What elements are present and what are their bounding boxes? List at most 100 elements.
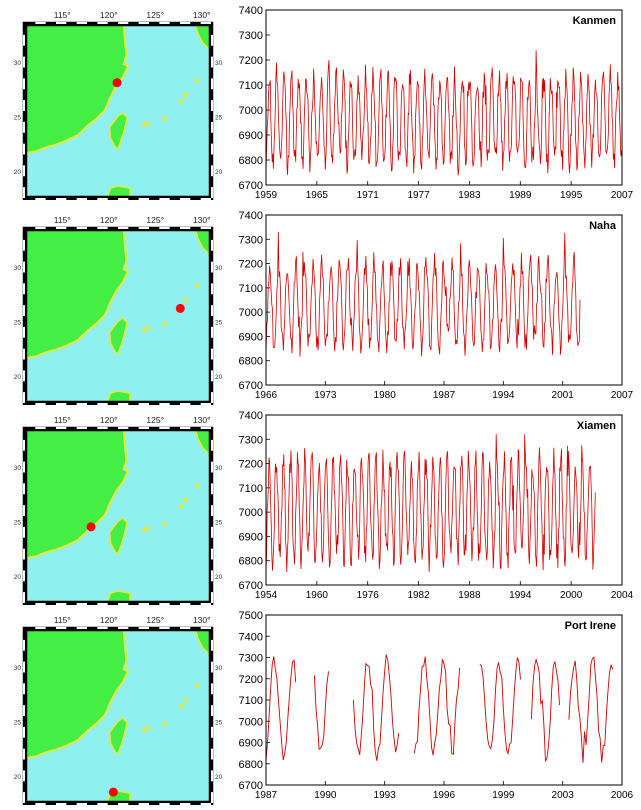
y-tick-label: 7500	[239, 610, 263, 622]
y-tick-label: 7400	[239, 210, 263, 222]
ryukyu-island	[145, 120, 150, 126]
lon-label-top: 115°	[54, 10, 71, 20]
chart-title: Kanmen	[573, 15, 617, 27]
ryukyu-island	[179, 504, 184, 509]
x-tick-label: 1954	[255, 590, 278, 601]
lat-label-left: 20	[14, 774, 22, 781]
ryukyu-island	[194, 683, 200, 688]
x-tick-label: 2000	[560, 590, 583, 601]
x-tick-label: 1971	[357, 190, 380, 201]
x-tick-label: 1995	[560, 190, 583, 201]
lat-label-left: 20	[14, 169, 22, 176]
y-tick-label: 6700	[239, 580, 263, 592]
ryukyu-island	[183, 92, 189, 97]
x-tick-label: 1959	[255, 190, 278, 201]
y-tick-label: 6800	[239, 356, 263, 368]
lon-label-top: 130°	[193, 415, 211, 425]
x-tick-label: 1987	[433, 390, 456, 401]
ryukyu-island	[141, 327, 147, 333]
chart-title: Xiamen	[577, 420, 616, 432]
lon-label-top: 120°	[100, 415, 118, 425]
x-tick-label: 1996	[433, 790, 456, 801]
lon-label-top: 130°	[193, 10, 211, 20]
lon-label-top: 120°	[100, 215, 118, 225]
ryukyu-island	[141, 122, 147, 128]
panel-row-kanmen: 115°115°120°120°125°125°130°130°30302525…	[0, 0, 641, 209]
lat-label-right: 20	[215, 774, 223, 781]
map-svg: 115°115°120°120°125°125°130°130°30302525…	[14, 10, 223, 209]
kanmen-chart: 7400 7300 7200 7100 7000 6900 6800 6700 1959 1965…	[228, 0, 636, 210]
station-marker	[175, 303, 185, 313]
x-tick-label: 1965	[306, 190, 329, 201]
lat-label-right: 25	[215, 114, 223, 121]
lon-label-top: 115°	[54, 615, 71, 625]
ryukyu-island	[141, 727, 147, 733]
lon-label-top: 130°	[193, 615, 211, 625]
x-tick-label: 2006	[611, 790, 634, 801]
ryukyu-island	[162, 521, 167, 526]
ryukyu-island	[183, 497, 189, 502]
xiamen-chart: 7400 7300 7200 7100 7000 6900 6800 6700 1954 1960…	[228, 405, 636, 610]
y-tick-label: 7300	[239, 434, 263, 446]
lat-label-left: 30	[14, 665, 22, 672]
chart-title: Naha	[589, 220, 617, 232]
y-tick-label: 7400	[239, 410, 263, 422]
x-tick-label: 1993	[374, 790, 397, 801]
x-tick-label: 2007	[611, 190, 634, 201]
series-line	[265, 231, 581, 357]
x-tick-label: 1973	[314, 390, 337, 401]
lon-label-top: 125°	[146, 615, 164, 625]
y-tick-label: 7300	[239, 653, 263, 665]
lat-label-right: 30	[215, 60, 223, 67]
lat-label-right: 20	[215, 169, 223, 176]
lat-label-left: 25	[14, 114, 22, 121]
y-tick-label: 6700	[239, 780, 263, 792]
lat-label-right: 25	[215, 319, 223, 326]
ryukyu-island	[194, 78, 200, 83]
panel-row-naha: 115°115°120°120°125°125°130°130°30302525…	[0, 205, 641, 414]
y-tick-label: 6700	[239, 380, 263, 392]
station-marker	[86, 522, 96, 532]
y-tick-label: 7100	[239, 80, 263, 92]
mainland-china	[24, 23, 130, 155]
map-svg: 115°115°120°120°125°125°130°130°30302525…	[14, 615, 223, 810]
ryukyu-island	[141, 527, 147, 533]
lat-label-right: 30	[215, 265, 223, 272]
y-tick-label: 7100	[239, 483, 263, 495]
taiwan-island	[108, 717, 129, 756]
y-tick-label: 7400	[239, 5, 263, 17]
lat-label-right: 30	[215, 665, 223, 672]
lon-label-top: 115°	[54, 215, 71, 225]
x-tick-label: 1994	[492, 390, 515, 401]
x-tick-label: 1989	[509, 190, 532, 201]
ryukyu-island	[145, 325, 150, 331]
lat-label-left: 25	[14, 719, 22, 726]
lat-label-left: 20	[14, 374, 22, 381]
y-tick-label: 7200	[239, 459, 263, 471]
y-tick-label: 6800	[239, 155, 263, 167]
y-tick-label: 6700	[239, 180, 263, 192]
chart-title: Port Irene	[565, 620, 616, 632]
plot-frame	[265, 214, 623, 386]
y-tick-label: 7300	[239, 30, 263, 42]
x-tick-label: 1976	[357, 590, 380, 601]
plot-frame	[265, 614, 623, 786]
lat-label-left: 25	[14, 319, 22, 326]
y-tick-label: 6800	[239, 556, 263, 568]
panel-row-port-irene: 115°115°120°120°125°125°130°130°30302525…	[0, 605, 641, 810]
y-tick-label: 6800	[239, 759, 263, 771]
y-tick-label: 7200	[239, 55, 263, 67]
x-tick-label: 1990	[314, 790, 337, 801]
series-line	[265, 434, 596, 573]
y-tick-label: 7400	[239, 631, 263, 643]
y-tick-label: 7000	[239, 105, 263, 117]
x-tick-label: 1994	[509, 590, 532, 601]
lon-label-top: 120°	[100, 10, 118, 20]
y-tick-label: 7100	[239, 283, 263, 295]
ryukyu-island	[162, 721, 167, 726]
chart-svg: 7500 7400 7300 7200 7100 7000 6900 6800 67001987…	[239, 610, 634, 801]
y-tick-label: 6900	[239, 531, 263, 543]
lat-label-left: 30	[14, 60, 22, 67]
y-tick-label: 6900	[239, 738, 263, 750]
